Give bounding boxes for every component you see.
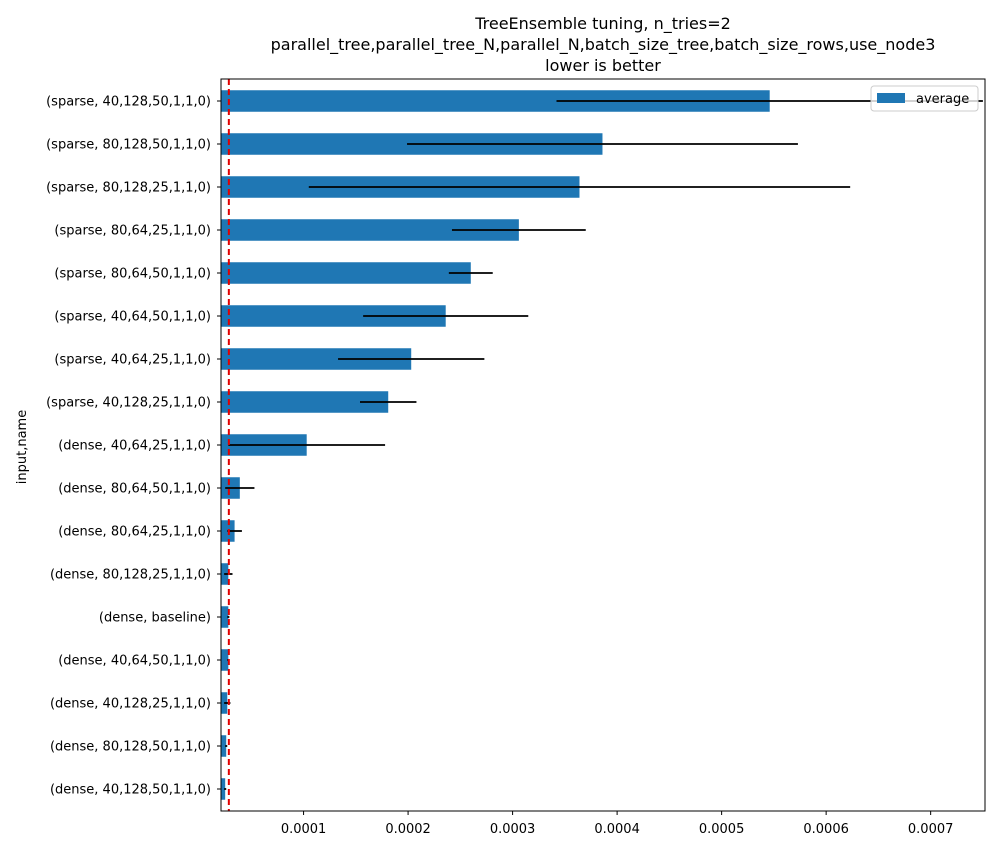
y-tick-label: (dense, 80,64,25,1,1,0) — [58, 525, 211, 540]
y-axis: (sparse, 40,128,50,1,1,0) (sparse, 80,128… — [46, 95, 221, 798]
y-tick-label: (sparse, 80,128,50,1,1,0) — [46, 138, 211, 153]
y-tick-label: (dense, 80,64,50,1,1,0) — [58, 482, 211, 497]
y-tick-label: (dense, 40,128,25,1,1,0) — [50, 697, 211, 712]
chart-title: TreeEnsemble tuning, n_tries=2 parallel_… — [271, 14, 936, 75]
y-tick-label: (dense, 40,128,50,1,1,0) — [50, 783, 211, 798]
x-tick-label: 0.0001 — [281, 822, 327, 837]
chart-title-line-2: parallel_tree,parallel_tree_N,parallel_N… — [271, 35, 936, 55]
bar — [221, 90, 770, 112]
chart-title-line-3: lower is better — [545, 56, 661, 75]
y-tick-label: (sparse, 80,128,25,1,1,0) — [46, 181, 211, 196]
bar — [221, 262, 471, 284]
x-tick-label: 0.0002 — [385, 822, 431, 837]
y-tick-label: (sparse, 80,64,50,1,1,0) — [54, 267, 211, 282]
x-tick-label: 0.0003 — [490, 822, 536, 837]
bar — [221, 348, 412, 370]
bar — [221, 391, 389, 413]
y-tick-label: (sparse, 40,128,50,1,1,0) — [46, 95, 211, 110]
legend-label: average — [916, 92, 969, 107]
y-tick-label: (dense, 40,64,50,1,1,0) — [58, 654, 211, 669]
legend-swatch — [877, 93, 905, 103]
bar — [221, 778, 226, 800]
x-tick-label: 0.0004 — [594, 822, 640, 837]
y-axis-label: input,name — [15, 410, 30, 484]
x-tick-label: 0.0007 — [908, 822, 954, 837]
bar — [221, 219, 519, 241]
x-axis: 0.0001 0.0002 0.0003 0.0004 0.0005 0.0006 0.00… — [281, 811, 954, 837]
x-tick-label: 0.0005 — [699, 822, 745, 837]
bar — [221, 305, 446, 327]
bar — [221, 649, 229, 671]
y-tick-label: (sparse, 80,64,25,1,1,0) — [54, 224, 211, 239]
legend-box — [870, 85, 979, 112]
legend: average — [870, 85, 979, 112]
bar — [221, 735, 227, 757]
bar — [221, 606, 229, 628]
y-tick-label: (sparse, 40,128,25,1,1,0) — [46, 396, 211, 411]
y-tick-label: (dense, baseline) — [99, 611, 211, 626]
error-bars-group — [224, 100, 983, 790]
x-tick-label: 0.0006 — [803, 822, 849, 837]
y-tick-label: (dense, 80,128,25,1,1,0) — [50, 568, 211, 583]
y-tick-label: (dense, 40,64,25,1,1,0) — [58, 439, 211, 454]
chart-title-line-1: TreeEnsemble tuning, n_tries=2 — [474, 14, 731, 34]
y-tick-label: (dense, 80,128,50,1,1,0) — [50, 740, 211, 755]
y-tick-label: (sparse, 40,64,50,1,1,0) — [54, 310, 211, 325]
y-tick-label: (sparse, 40,64,25,1,1,0) — [54, 353, 211, 368]
